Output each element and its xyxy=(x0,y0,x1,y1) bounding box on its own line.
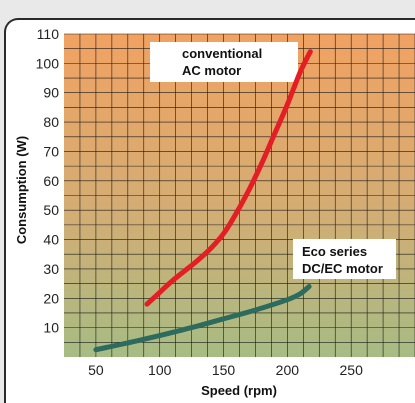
eco-motor-curve xyxy=(93,284,312,353)
x-tick-labels: 50 100 150 200 250 xyxy=(88,362,363,378)
ac-motor-curve xyxy=(144,49,313,307)
x-tick-label: 100 xyxy=(148,362,172,378)
y-tick-label: 20 xyxy=(43,290,59,306)
y-axis-title: Consumption (W) xyxy=(14,136,29,244)
y-tick-label: 110 xyxy=(37,26,60,42)
y-tick-label: 50 xyxy=(43,202,59,218)
x-tick-label: 250 xyxy=(340,362,364,378)
x-axis-title: Speed (rpm) xyxy=(201,383,277,398)
y-tick-label: 40 xyxy=(43,232,59,248)
x-tick-label: 150 xyxy=(212,362,236,378)
ac-annotation-line-2: AC motor xyxy=(182,63,241,78)
y-tick-label: 30 xyxy=(43,261,59,277)
y-tick-label: 100 xyxy=(36,55,60,71)
series-group xyxy=(93,49,313,353)
eco-annotation-line-2: DC/EC motor xyxy=(302,261,383,276)
eco-annotation-box xyxy=(293,239,396,279)
y-tick-labels: 10 20 30 40 50 60 70 80 90 100 110 xyxy=(36,26,60,336)
ac-annotation-line-1: conventional xyxy=(182,46,262,61)
y-tick-label: 70 xyxy=(43,143,59,159)
y-tick-label: 10 xyxy=(43,320,59,336)
x-tick-label: 200 xyxy=(276,362,300,378)
ac-annotation-box xyxy=(150,42,298,82)
y-tick-label: 90 xyxy=(43,85,59,101)
y-tick-label: 80 xyxy=(43,114,59,130)
eco-annotation-line-1: Eco series xyxy=(302,244,367,259)
y-tick-label: 60 xyxy=(43,173,59,189)
x-tick-label: 50 xyxy=(88,362,104,378)
